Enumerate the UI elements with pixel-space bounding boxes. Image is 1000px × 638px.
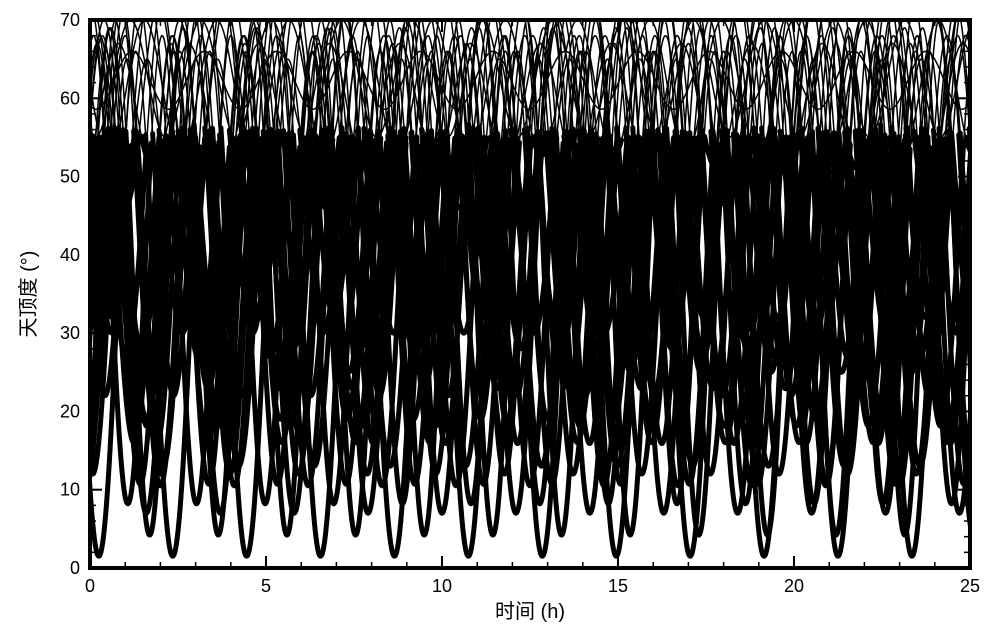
y-tick-label: 60	[60, 88, 80, 108]
x-tick-label: 0	[85, 576, 95, 596]
y-tick-label: 0	[70, 558, 80, 578]
x-axis-label: 时间 (h)	[495, 600, 565, 623]
y-tick-label: 20	[60, 401, 80, 421]
x-tick-label: 25	[960, 576, 980, 596]
y-tick-label: 50	[60, 167, 80, 187]
x-tick-label: 5	[261, 576, 271, 596]
x-tick-label: 20	[784, 576, 804, 596]
chart-container: 0 5 10 15 20 25 0 10 20 30 40 50 60 70 时间 (h) 天顶度 (°)	[0, 0, 1000, 638]
y-axis-label: 天顶度 (°)	[17, 251, 40, 338]
zenith-time-chart: 0 5 10 15 20 25 0 10 20 30 40 50 60 70 时间 (h) 天顶度 (°)	[0, 0, 1000, 638]
y-tick-label: 30	[60, 323, 80, 343]
y-tick-label: 10	[60, 480, 80, 500]
y-tick-label: 40	[60, 245, 80, 265]
x-tick-label: 15	[608, 576, 628, 596]
x-tick-label: 10	[432, 576, 452, 596]
y-tick-label: 70	[60, 10, 80, 30]
